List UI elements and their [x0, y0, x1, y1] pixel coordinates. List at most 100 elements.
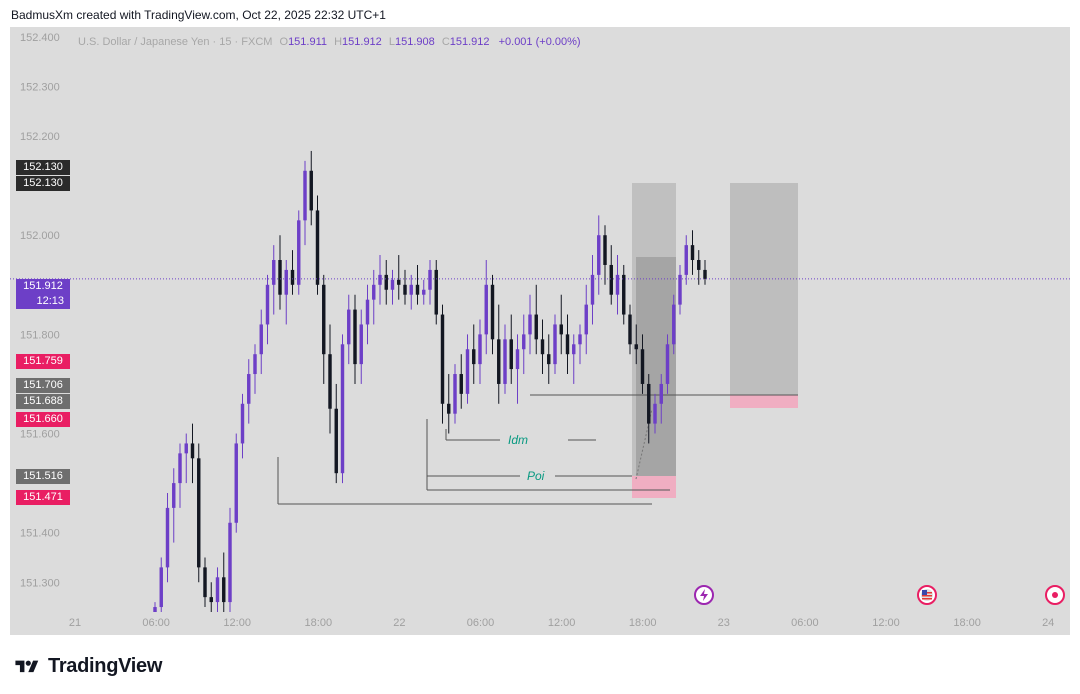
price-tag-151-688[interactable]: 151.688 [16, 394, 70, 409]
candle[interactable] [534, 284, 538, 355]
candle[interactable] [390, 269, 395, 305]
candle[interactable] [347, 294, 351, 365]
candle[interactable] [584, 284, 588, 355]
candle[interactable] [459, 354, 463, 409]
candle[interactable] [453, 364, 457, 424]
candle[interactable] [690, 230, 695, 275]
poi-zone-pink[interactable] [632, 476, 676, 498]
candle[interactable] [353, 294, 357, 384]
candle[interactable] [153, 602, 157, 612]
us-flag-event-icon[interactable] [917, 585, 937, 605]
candle[interactable] [578, 324, 582, 365]
current-price-tag[interactable]: 151.912 [16, 279, 70, 294]
candle[interactable] [365, 284, 370, 345]
candle[interactable] [572, 334, 576, 384]
candle[interactable] [259, 309, 263, 375]
price-tag-151-471[interactable]: 151.471 [16, 490, 70, 505]
candle[interactable] [203, 557, 207, 608]
price-tag-151-660[interactable]: 151.660 [16, 412, 70, 427]
record-event-icon[interactable] [1045, 585, 1065, 605]
candle[interactable] [197, 443, 201, 583]
candle[interactable] [447, 374, 451, 434]
candle[interactable] [372, 269, 376, 325]
candle[interactable] [497, 304, 501, 404]
candle[interactable] [634, 324, 638, 365]
candle[interactable] [290, 250, 295, 295]
candlestick-chart[interactable]: 152.400152.300152.200152.100152.000151.8… [10, 27, 1070, 635]
candle[interactable] [159, 557, 163, 612]
candle[interactable] [597, 215, 601, 295]
candle[interactable] [522, 314, 526, 375]
candle[interactable] [684, 235, 688, 285]
candle[interactable] [315, 195, 320, 295]
candle[interactable] [490, 274, 495, 355]
candle[interactable] [222, 552, 226, 612]
candle[interactable] [472, 324, 476, 384]
candle[interactable] [628, 304, 632, 355]
price-tag-151-516[interactable]: 151.516 [16, 469, 70, 484]
candle[interactable] [647, 374, 651, 444]
candle[interactable] [540, 319, 545, 375]
candle[interactable] [340, 334, 345, 484]
candle[interactable] [378, 255, 382, 305]
candle[interactable] [215, 567, 220, 612]
candle[interactable] [590, 255, 595, 325]
candle[interactable] [328, 324, 332, 434]
candle[interactable] [697, 250, 701, 285]
candle[interactable] [397, 255, 401, 300]
candle[interactable] [603, 225, 607, 285]
candle[interactable] [247, 359, 251, 424]
candle[interactable] [272, 245, 276, 315]
candle[interactable] [334, 383, 338, 484]
candle[interactable] [565, 314, 570, 375]
candle[interactable] [622, 264, 626, 325]
candle[interactable] [465, 334, 470, 404]
candle[interactable] [559, 294, 563, 355]
price-tag-top2[interactable]: 152.130 [16, 176, 70, 191]
candle[interactable] [265, 274, 270, 345]
candle[interactable] [209, 582, 213, 612]
candle[interactable] [640, 334, 645, 394]
candle[interactable] [384, 260, 388, 305]
candle[interactable] [278, 235, 282, 310]
candle[interactable] [228, 507, 232, 612]
candle[interactable] [303, 160, 307, 246]
candle[interactable] [178, 443, 182, 508]
target-zone-box[interactable] [730, 183, 798, 395]
candle[interactable] [703, 260, 707, 285]
candle[interactable] [409, 274, 413, 310]
candle[interactable] [503, 324, 507, 394]
target-zone-pink[interactable] [730, 395, 798, 408]
tradingview-logo[interactable]: TradingView [12, 655, 162, 678]
candle[interactable] [547, 334, 551, 384]
candle[interactable] [422, 279, 426, 305]
candle[interactable] [359, 309, 363, 384]
candle[interactable] [478, 319, 482, 384]
price-tag-top1[interactable]: 152.130 [16, 160, 70, 175]
price-tag-151-759[interactable]: 151.759 [16, 354, 70, 369]
candle[interactable] [440, 304, 445, 424]
candle[interactable] [659, 374, 663, 424]
candle[interactable] [322, 274, 326, 384]
candle[interactable] [403, 269, 407, 305]
candle[interactable] [297, 210, 301, 295]
candle[interactable] [509, 314, 513, 384]
price-tag-151-706[interactable]: 151.706 [16, 378, 70, 393]
candle[interactable] [415, 264, 420, 305]
candle[interactable] [672, 294, 676, 355]
candle[interactable] [428, 260, 432, 305]
candle[interactable] [234, 433, 238, 533]
candle[interactable] [515, 334, 520, 404]
candle[interactable] [553, 314, 557, 375]
candle[interactable] [284, 260, 288, 325]
candle[interactable] [528, 294, 532, 355]
candle[interactable] [165, 493, 170, 583]
candle[interactable] [653, 393, 657, 434]
candle[interactable] [609, 245, 613, 305]
candle[interactable] [190, 423, 195, 484]
candle[interactable] [484, 260, 488, 355]
candle[interactable] [678, 264, 682, 315]
candle[interactable] [615, 255, 620, 315]
candle[interactable] [253, 344, 257, 394]
candle[interactable] [184, 433, 188, 484]
